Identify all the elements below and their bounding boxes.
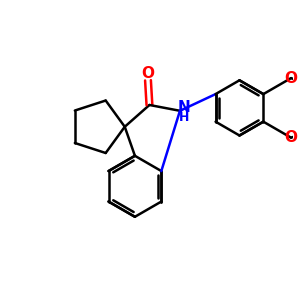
Text: O: O bbox=[284, 130, 298, 145]
Text: N: N bbox=[177, 100, 190, 115]
Text: O: O bbox=[142, 66, 154, 81]
Text: O: O bbox=[284, 70, 298, 86]
Text: H: H bbox=[178, 111, 189, 124]
